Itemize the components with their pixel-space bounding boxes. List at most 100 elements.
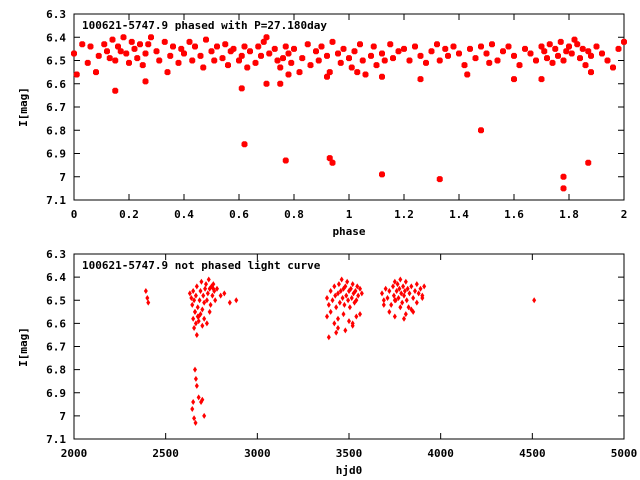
data-point [615, 45, 622, 52]
points-2 [143, 276, 537, 426]
data-point [391, 283, 395, 290]
data-point [195, 304, 200, 311]
data-point [381, 297, 386, 304]
data-point [244, 64, 251, 71]
data-point [104, 48, 110, 55]
data-point [416, 290, 421, 297]
data-point [241, 141, 248, 148]
data-point [325, 313, 329, 320]
data-point [402, 292, 406, 299]
data-point [326, 155, 333, 162]
data-point [354, 297, 359, 304]
y-tick-label: 7.1 [46, 194, 66, 207]
data-point [328, 288, 333, 294]
data-point [356, 292, 361, 299]
x-tick-label: 0.4 [174, 208, 194, 221]
data-point [538, 76, 545, 83]
data-point [336, 281, 341, 288]
data-point [329, 159, 336, 166]
x-tick-label: 1.6 [504, 208, 524, 221]
ticks-2: 2000 2500 3000 3500 4000 4500 5000 6.3 6.4 6.5 6.6… [46, 248, 637, 460]
data-point [123, 50, 130, 57]
data-point [208, 48, 215, 55]
y-tick-label: 6.6 [46, 78, 66, 91]
light-curve-plot: 2000 2500 3000 3500 4000 4500 5000 6.3 6.4 6.5 6.6… [17, 248, 637, 477]
data-point [252, 59, 259, 66]
data-point [189, 57, 196, 64]
y-tick-label: 6.5 [46, 294, 66, 307]
data-point [145, 294, 150, 301]
data-point [555, 52, 561, 59]
data-point [379, 50, 385, 57]
data-point [467, 45, 473, 52]
data-point [71, 50, 77, 57]
data-point [139, 62, 146, 69]
data-point [324, 52, 330, 59]
data-point [418, 285, 423, 292]
y-tick-label: 6.7 [46, 101, 66, 114]
data-point [334, 304, 339, 311]
data-point [406, 304, 411, 311]
data-point [192, 325, 197, 331]
data-point [196, 318, 201, 325]
data-point [241, 43, 248, 50]
data-point [401, 283, 406, 290]
x-tick-label: 0.6 [229, 208, 249, 221]
data-point [199, 399, 204, 405]
data-point [263, 34, 270, 41]
data-point [202, 315, 207, 322]
data-point [296, 69, 303, 76]
data-point [197, 297, 202, 304]
data-point [263, 80, 270, 87]
data-point [387, 288, 392, 294]
data-point [398, 276, 403, 283]
data-point [585, 48, 592, 55]
data-point [348, 64, 355, 71]
data-point [170, 43, 176, 50]
data-point [260, 38, 267, 45]
data-point [450, 43, 457, 50]
data-point [167, 52, 174, 59]
data-point [403, 311, 408, 318]
data-point [577, 55, 583, 62]
data-point [489, 41, 495, 48]
data-point [344, 292, 349, 299]
data-point [266, 50, 273, 57]
data-point [341, 311, 346, 318]
data-point [428, 48, 435, 55]
data-point [148, 34, 154, 41]
data-point [391, 292, 396, 299]
data-point [380, 290, 384, 297]
data-point [196, 394, 201, 401]
data-point [334, 329, 339, 336]
data-point [379, 73, 385, 80]
data-point [549, 59, 556, 66]
data-point [178, 45, 185, 52]
x-tick-label: 3500 [336, 447, 363, 460]
data-point [225, 62, 231, 69]
data-point [194, 283, 199, 290]
data-point [604, 57, 611, 64]
data-point [552, 45, 559, 52]
data-point [516, 62, 523, 69]
y-tick-label: 6.8 [46, 364, 66, 377]
data-point [560, 57, 567, 64]
data-point [563, 48, 570, 55]
data-point [579, 45, 586, 52]
data-point [405, 285, 410, 292]
data-point [392, 313, 397, 320]
x-tick-label: 2500 [152, 447, 179, 460]
data-point [560, 173, 567, 180]
data-point [350, 281, 355, 288]
y-tick-label: 6.5 [46, 55, 66, 68]
data-point [349, 294, 354, 301]
y-tick-label: 6.7 [46, 341, 66, 354]
data-point [544, 55, 550, 62]
data-point [222, 41, 229, 48]
data-point [336, 315, 340, 322]
data-point [326, 301, 331, 308]
data-point [313, 48, 319, 55]
data-point [87, 43, 94, 50]
y-tick-label: 6.9 [46, 148, 66, 161]
data-point [204, 297, 209, 304]
